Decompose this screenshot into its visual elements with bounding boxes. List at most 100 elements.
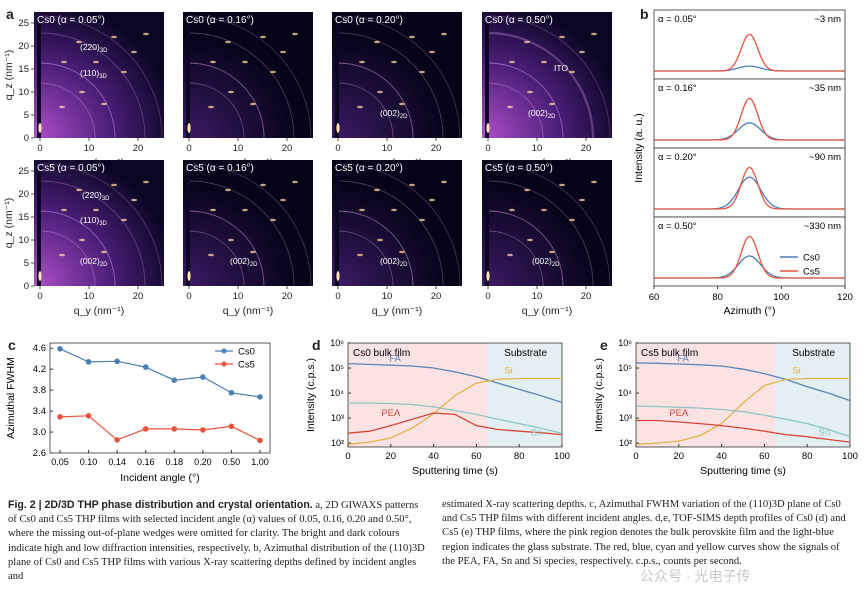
diffraction-spot — [527, 90, 533, 94]
panel-d-label: d — [312, 337, 321, 353]
y-tick-label: 0 — [24, 281, 29, 292]
diffraction-spot — [111, 35, 117, 39]
diffraction-spot — [559, 35, 565, 39]
diffraction-spot — [101, 250, 107, 254]
fwhm-chart: 2.6 3.0 3.4 3.8 4.2 4.6 0.05 0.10 0.14 0.16 0.18 0.… — [5, 342, 271, 484]
diffraction-spot — [509, 208, 515, 212]
diffraction-ring — [188, 163, 312, 287]
alpha-label: α = 0.05° — [658, 14, 697, 25]
series-line-sn — [348, 402, 563, 434]
panel-e-label: e — [600, 337, 608, 353]
data-point-cs0 — [171, 377, 178, 383]
diffraction-spot — [280, 198, 286, 202]
diffraction-ring — [188, 32, 295, 139]
giwaxs-background — [183, 160, 313, 286]
giwaxs-background — [482, 160, 612, 286]
x-tick-label: 10 — [233, 291, 244, 302]
diffraction-spot — [399, 102, 405, 106]
diffraction-ring — [39, 210, 116, 287]
species-label-pea: PEA — [381, 408, 401, 419]
data-point-cs0 — [257, 394, 263, 400]
legend-label-cs5: Cs5 — [238, 360, 255, 371]
azimuth-panel — [653, 9, 846, 80]
species-label-sn: Sn — [531, 428, 543, 439]
diffraction-ring — [337, 163, 461, 287]
specular-spot — [336, 123, 340, 133]
azimuth-curve-cs5 — [654, 166, 845, 210]
missing-wedge — [485, 168, 489, 286]
diffraction-spot — [270, 70, 276, 74]
y-tick-label: 10⁵ — [618, 363, 632, 373]
y-axis-label: Azimuthal FWHM — [5, 357, 17, 439]
y-tick-label: 3.8 — [33, 385, 46, 396]
diffraction-spot — [569, 70, 575, 74]
diffraction-spot — [93, 60, 99, 64]
y-tick-label: 10² — [331, 438, 344, 448]
x-tick-label: 0 — [335, 143, 340, 154]
annotation-ito: ITO — [554, 63, 568, 73]
x-tick-label: 60 — [759, 451, 770, 462]
giwaxs-background — [34, 160, 164, 286]
diffraction-spot — [524, 188, 530, 192]
diffraction-ring — [188, 62, 265, 139]
giwaxs-background — [332, 12, 462, 138]
diffraction-spot — [549, 250, 555, 254]
species-label-fa: FA — [677, 354, 689, 365]
diffraction-ring — [487, 15, 611, 139]
x-tick-label: 0 — [345, 451, 350, 462]
diffraction-spot — [541, 60, 547, 64]
x-tick-label: 0 — [186, 291, 191, 302]
diffraction-spot — [131, 198, 137, 202]
diffraction-ring — [337, 210, 414, 287]
y-tick-label: 15 — [18, 64, 29, 75]
y-tick-label: 10⁵ — [330, 363, 344, 373]
x-tick-label: 10 — [382, 143, 393, 154]
tof-frame — [635, 342, 851, 448]
x-tick-label: 0.20 — [194, 457, 212, 467]
specular-spot — [38, 271, 42, 281]
data-point-cs0 — [142, 364, 149, 370]
x-tick-label: 0.10 — [80, 457, 98, 467]
giwaxs-background — [482, 12, 612, 138]
x-axis-label: q_y (nm⁻¹) — [223, 305, 273, 317]
annotation-002-cs0-050: (002)2D — [528, 108, 555, 120]
diffraction-spot — [242, 208, 248, 212]
diffraction-spot — [541, 208, 547, 212]
diffraction-spot — [419, 218, 425, 222]
x-tick-label: 10 — [382, 291, 393, 302]
annotation-220-top: (220)3D — [80, 42, 107, 54]
x-tick-label: 80 — [712, 292, 723, 303]
diffraction-ring — [487, 230, 544, 287]
series-line-fa — [347, 362, 563, 404]
legend-label-cs0: Cs0 — [238, 347, 255, 358]
diffraction-spot — [357, 253, 363, 257]
data-point-cs0 — [200, 374, 206, 380]
x-tick-label: 0 — [633, 451, 638, 462]
y-axis-label: Intensity (c.p.s.) — [593, 358, 605, 432]
giwaxs-grid: Cs0 (α = 0.05°) 0 10 20 0 5 10 15 20 25 q_z (nm⁻¹)… — [3, 12, 612, 317]
diffraction-ring — [188, 180, 295, 287]
diffraction-spot — [270, 218, 276, 222]
diffraction-spot — [143, 32, 149, 36]
diffraction-spot — [527, 238, 533, 242]
giwaxs-image-cs5-3: Cs5 (α = 0.50°) 0 10 20 q_y (nm⁻¹) — [482, 160, 612, 317]
x-tick-label: 10 — [532, 291, 543, 302]
x-tick-label: 40 — [716, 451, 727, 462]
x-tick-label: 20 — [431, 291, 442, 302]
diffraction-ring — [487, 62, 564, 139]
x-tick-label: 10 — [233, 143, 244, 154]
missing-wedge — [335, 168, 339, 286]
giwaxs-title: Cs0 (α = 0.50°) — [485, 15, 553, 26]
y-axis-label: Intensity (c.p.s.) — [305, 358, 317, 432]
x-tick-label: 10 — [532, 143, 543, 154]
panel-b-label: b — [640, 6, 649, 22]
depth-label: ~35 nm — [809, 83, 841, 94]
diffraction-ring — [188, 15, 312, 139]
alpha-label: α = 0.50° — [658, 221, 697, 232]
specular-spot — [187, 271, 191, 281]
series-line-si — [347, 377, 562, 445]
diffraction-spot — [260, 183, 266, 187]
x-tick-label: 100 — [842, 451, 858, 462]
diffraction-spot — [228, 90, 234, 94]
